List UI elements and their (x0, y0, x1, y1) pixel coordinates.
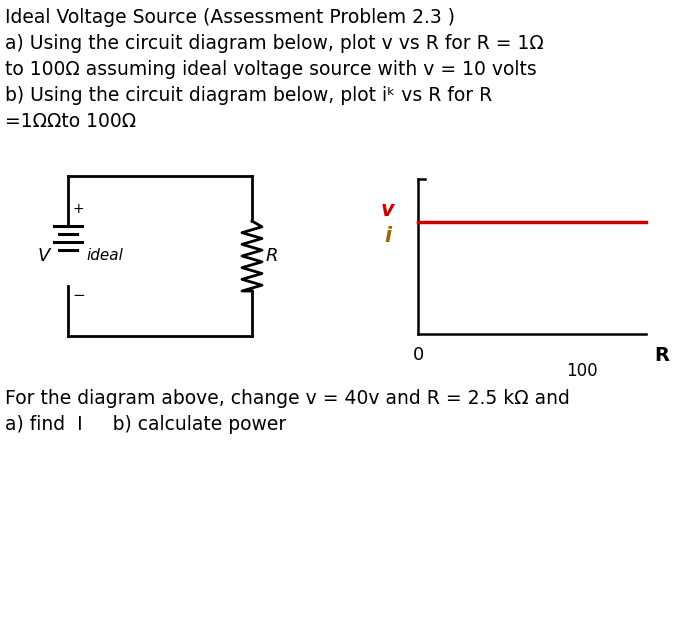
Text: +: + (72, 202, 83, 216)
Text: i: i (384, 227, 391, 246)
Text: a) Using the circuit diagram below, plot v vs R for R = 1Ω: a) Using the circuit diagram below, plot… (5, 34, 544, 53)
Text: −: − (72, 288, 85, 303)
Text: R: R (654, 346, 669, 365)
Text: 100: 100 (566, 362, 598, 380)
Text: V: V (38, 247, 50, 265)
Text: 0: 0 (412, 346, 423, 364)
Text: R: R (266, 247, 279, 265)
Text: Ideal Voltage Source (Assessment Problem 2.3 ): Ideal Voltage Source (Assessment Problem… (5, 8, 455, 27)
Text: v: v (382, 200, 395, 220)
Text: =1ΩΩto 100Ω: =1ΩΩto 100Ω (5, 112, 136, 131)
Text: ideal: ideal (86, 248, 123, 263)
Text: a) find  I     b) calculate power: a) find I b) calculate power (5, 415, 286, 434)
Text: For the diagram above, change v = 40v and R = 2.5 kΩ and: For the diagram above, change v = 40v an… (5, 389, 570, 408)
Text: to 100Ω assuming ideal voltage source with v = 10 volts: to 100Ω assuming ideal voltage source wi… (5, 60, 537, 79)
Text: b) Using the circuit diagram below, plot iᵏ vs R for R: b) Using the circuit diagram below, plot… (5, 86, 492, 105)
